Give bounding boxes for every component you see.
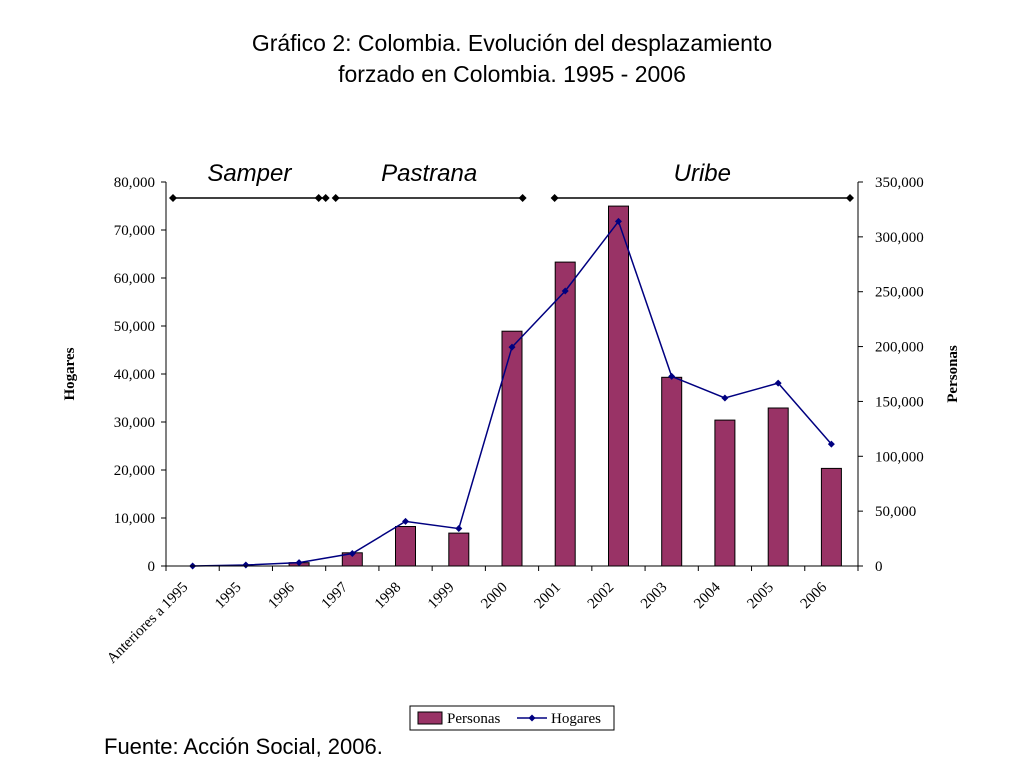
hogares-point-9 [668, 372, 676, 380]
x-tick-label: 2001 [532, 580, 565, 613]
source-note: Fuente: Acción Social, 2006. [104, 734, 383, 759]
x-tick-label: 1995 [212, 580, 245, 613]
x-tick-label: 1997 [319, 579, 352, 612]
right-tick-label: 0 [875, 559, 883, 575]
period-label-pastrana: Pastrana [381, 160, 477, 187]
bar-2004 [714, 419, 736, 567]
y2-axis-title: Personas [945, 345, 961, 403]
x-tick-label: Anteriores a 1995 [104, 580, 191, 667]
x-tick-label: 1999 [425, 580, 458, 613]
period-label-samper: Samper [207, 160, 292, 187]
left-tick-label: 30,000 [114, 415, 155, 431]
right-tick-label: 300,000 [875, 230, 924, 246]
x-tick-label: 1998 [372, 580, 405, 613]
right-tick-label: 350,000 [875, 175, 924, 191]
bar-1998 [395, 526, 416, 567]
hogares-point-1 [242, 561, 250, 569]
hogares-point-7 [561, 287, 569, 295]
x-tick-label: 1996 [265, 579, 298, 612]
left-tick-label: 20,000 [114, 463, 155, 479]
legend-swatch-personas [417, 711, 443, 725]
period-marker [331, 194, 340, 202]
period-annotations: Samper Pastrana Uribe [169, 160, 854, 202]
legend-box [409, 705, 615, 731]
bar-2001 [554, 261, 576, 567]
hogares-point-3 [348, 550, 356, 558]
hogares-point-11 [774, 379, 782, 387]
bar-1999 [448, 532, 470, 567]
bar-2005 [767, 407, 789, 567]
x-tick-label: 2005 [744, 580, 777, 613]
bar-2000 [501, 330, 523, 567]
bar-2006 [820, 467, 842, 567]
left-tick-label: 80,000 [114, 175, 155, 191]
right-tick-label: 250,000 [875, 285, 924, 301]
line-series [189, 217, 835, 570]
bar-2002 [608, 205, 629, 567]
left-tick-label: 10,000 [114, 511, 155, 527]
chart-title: Gráfico 2: Colombia. Evolución del despl… [0, 28, 1024, 90]
bar-2003 [661, 376, 683, 567]
x-tick-label: 2006 [798, 579, 831, 612]
legend-label-personas: Personas [447, 711, 500, 727]
hogares-point-12 [827, 440, 835, 448]
x-tick-label: 2004 [691, 579, 724, 612]
hogares-point-2 [295, 559, 303, 567]
left-tick-label: 40,000 [114, 367, 155, 383]
period-marker [518, 194, 527, 202]
hogares-point-6 [508, 343, 516, 351]
left-tick-label: 50,000 [114, 319, 155, 335]
legend-marker-hogares [528, 714, 536, 722]
left-tick-label: 70,000 [114, 223, 155, 239]
left-tick-label: 0 [148, 559, 156, 575]
hogares-point-4 [402, 517, 410, 525]
right-tick-label: 50,000 [875, 504, 916, 520]
title-line-2: forzado en Colombia. 1995 - 2006 [338, 61, 686, 87]
period-marker [550, 194, 559, 202]
period-marker [846, 194, 854, 202]
hogares-point-10 [721, 394, 729, 402]
hogares-point-8 [614, 217, 622, 225]
period-marker [321, 194, 330, 202]
x-tick-label: 2000 [478, 580, 511, 613]
right-tick-label: 100,000 [875, 449, 924, 465]
y-axis-title: Hogares [62, 347, 78, 400]
period-label-uribe: Uribe [674, 160, 731, 187]
bar-series [288, 205, 842, 567]
period-marker [169, 194, 177, 202]
legend-label-hogares: Hogares [551, 711, 601, 727]
right-tick-label: 150,000 [875, 394, 924, 410]
title-line-1: Gráfico 2: Colombia. Evolución del despl… [251, 30, 773, 56]
hogares-point-5 [455, 525, 463, 533]
right-tick-label: 200,000 [875, 340, 924, 356]
period-marker [314, 194, 323, 202]
legend: Personas Hogares [409, 705, 615, 731]
x-tick-label: 2003 [638, 580, 671, 613]
x-tick-label: 2002 [585, 580, 618, 613]
left-tick-label: 60,000 [114, 271, 155, 287]
